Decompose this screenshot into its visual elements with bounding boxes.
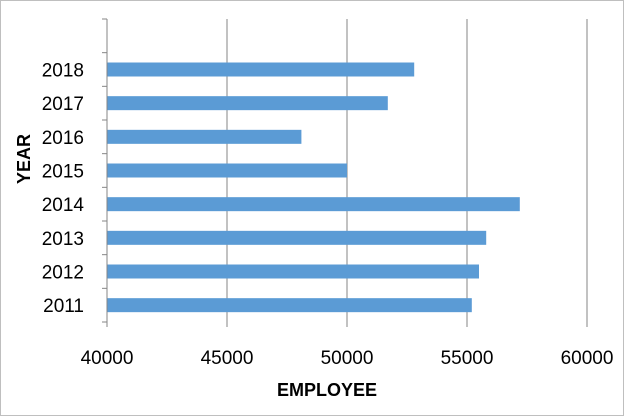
y-tick-label-2015: 2015	[42, 162, 84, 183]
x-axis-title: EMPLOYEE	[277, 380, 377, 400]
x-tick-label-40000: 40000	[81, 348, 134, 369]
axes	[102, 18, 588, 327]
y-tick-label-2012: 2012	[42, 263, 84, 284]
tick-labels: 40000 45000 50000 55000 60000 2011 2012 2013 201…	[42, 61, 614, 370]
x-tick-label-50000: 50000	[321, 348, 374, 369]
bar-2011	[107, 298, 472, 313]
y-tick-label-2018: 2018	[42, 61, 84, 82]
x-tick-label-60000: 60000	[561, 348, 614, 369]
bars	[107, 62, 520, 313]
y-tick-label-2013: 2013	[42, 229, 84, 250]
y-tick-label-2014: 2014	[42, 195, 85, 216]
x-tick-label-45000: 45000	[201, 348, 254, 369]
bar-2012	[107, 264, 479, 279]
x-tick-label-55000: 55000	[441, 348, 494, 369]
bar-2016	[107, 129, 302, 144]
bar-2013	[107, 230, 487, 245]
y-tick-label-2016: 2016	[42, 128, 84, 149]
bar-2017	[107, 96, 388, 111]
bar-2018	[107, 62, 415, 77]
y-axis-title: YEAR	[14, 134, 34, 184]
y-tick-label-2011: 2011	[43, 296, 84, 317]
bar-2014	[107, 197, 520, 212]
y-tick-label-2017: 2017	[42, 94, 84, 115]
bar-2015	[107, 163, 347, 178]
